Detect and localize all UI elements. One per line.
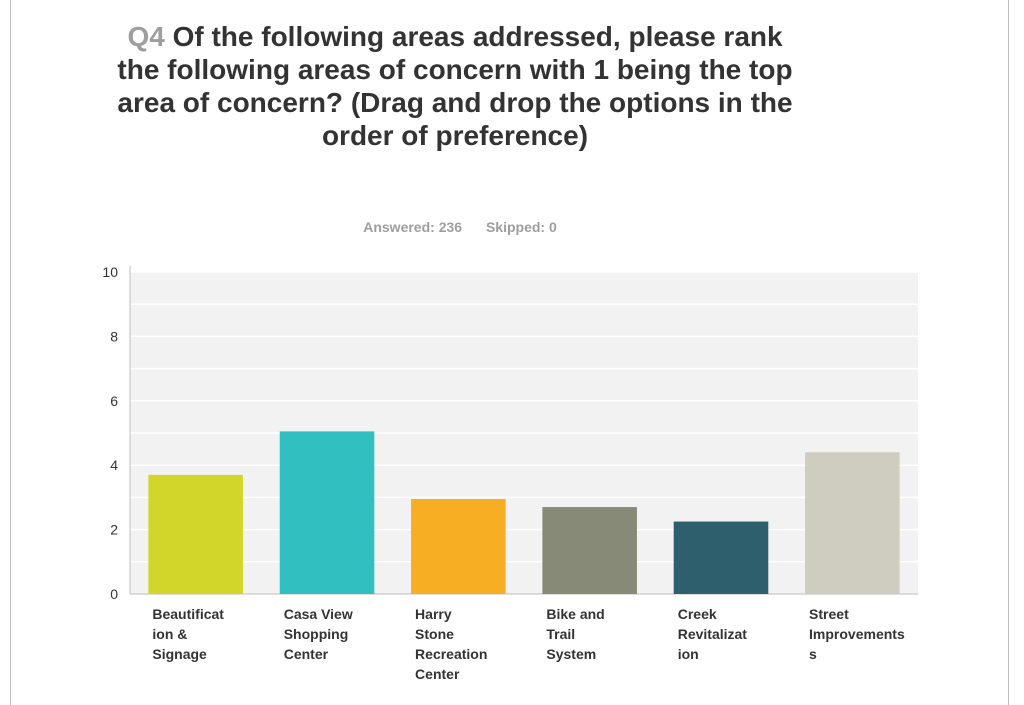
x-tick-label: Casa View Shopping Center [284,606,353,662]
y-tick-label: 6 [110,393,118,409]
y-tick-label: 0 [110,586,118,602]
y-tick-label: 4 [110,457,118,473]
frame-left-border [10,0,11,705]
bar [148,474,243,594]
y-tick-label: 8 [110,328,118,344]
question-number: Q4 [127,21,165,52]
x-tick-label: Bike and Trail System [546,606,604,662]
skipped-count: Skipped: 0 [485,219,557,235]
x-tick-label: Beautificat ion & Signage [152,606,224,662]
y-tick-label: 2 [110,522,118,538]
x-tick-label: Creek Revitalizat ion [678,606,748,662]
x-tick-label: Street Improvements s [809,606,905,662]
bar [542,507,637,594]
x-tick-label: Harry Stone Recreation Center [415,606,487,682]
bar [673,521,769,594]
question-title: Q4 Of the following areas addressed, ple… [110,20,800,152]
frame-right-border [1008,0,1009,705]
bar [411,499,506,594]
y-tick-label: 10 [102,264,118,280]
question-text: Of the following areas addressed, please… [117,21,793,151]
bar [279,431,375,594]
answered-count: Answered: 236 [363,219,463,235]
response-stats: Answered: 236 Skipped: 0 [0,219,920,235]
bar [805,452,900,594]
